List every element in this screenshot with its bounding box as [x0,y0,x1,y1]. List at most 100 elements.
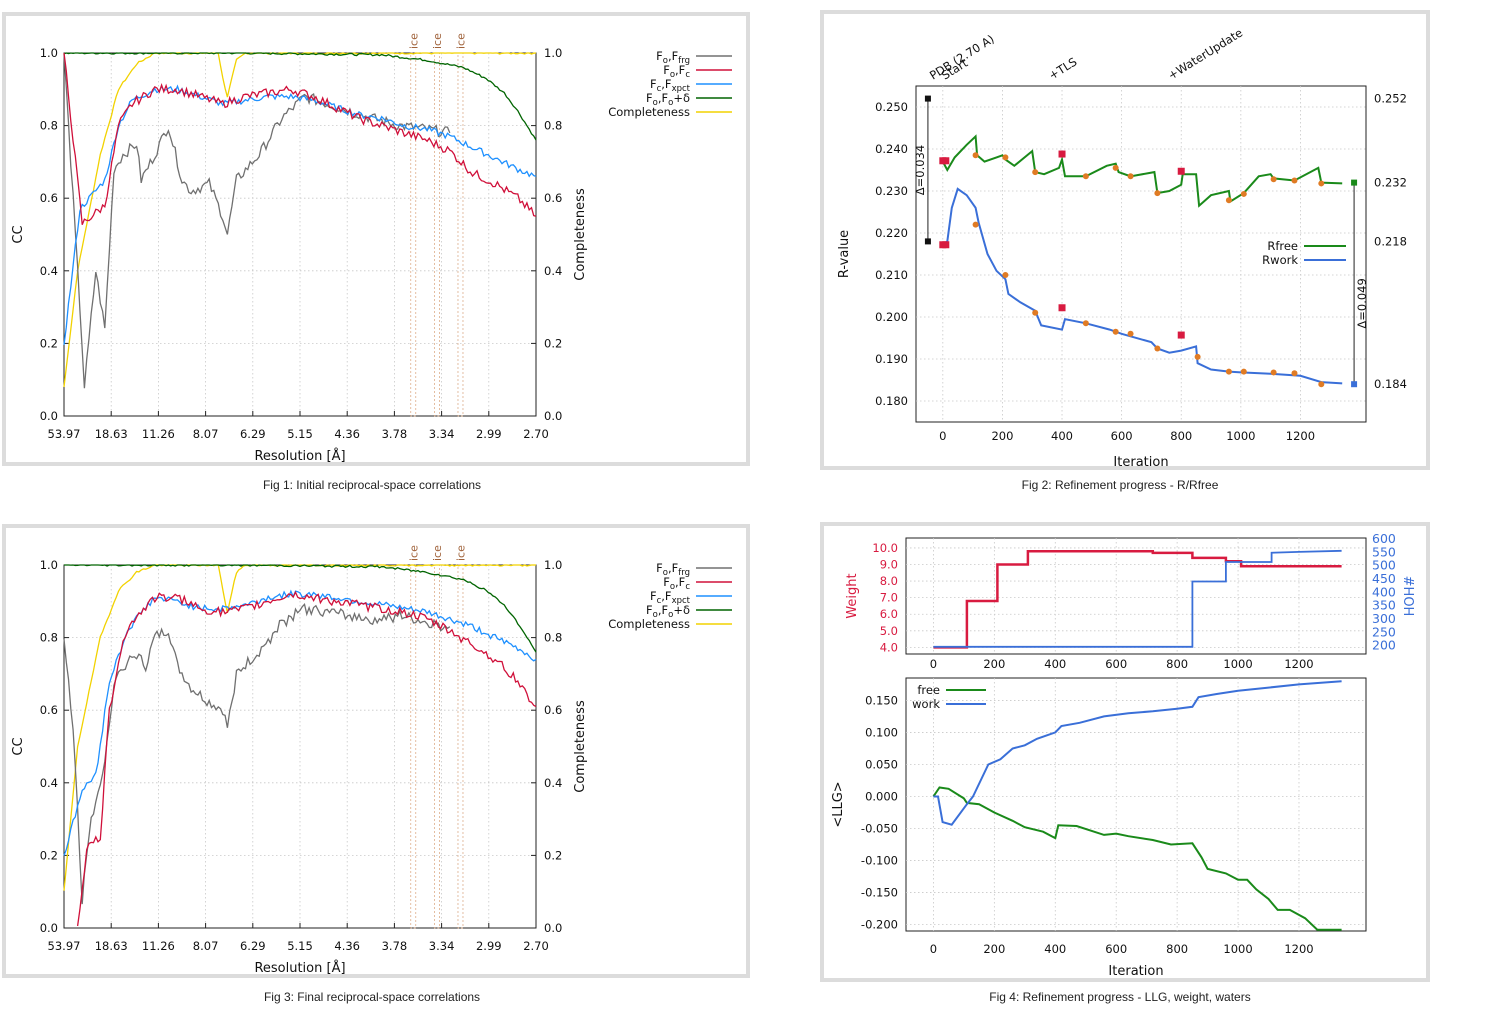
y2-tick-label: 0.6 [544,191,562,205]
legend-label-fofc: Fo,Fc [663,63,690,80]
x-tick-label: 3.34 [429,427,455,441]
x-axis-label: Resolution [Å] [254,448,345,462]
x-tick-label: 53.97 [48,427,81,441]
series-llg-free [932,786,1342,931]
delta-left-label: Δ=0.034 [913,145,927,195]
x-tick-label-top: 1200 [1284,657,1313,671]
ice-label: ice [431,545,444,561]
y-tick-label: 0.2 [40,848,58,862]
x-tick-label: 3.34 [429,939,455,953]
y-tick-label: 0.0 [40,921,58,935]
right-value-label: 0.218 [1374,234,1407,248]
llg-tick-label: 0.050 [865,757,898,771]
y2-tick-label: 1.0 [544,558,562,572]
y-tick-label: 1.0 [40,46,58,60]
y-tick-label: 0.230 [875,184,908,198]
red-square-marker [942,241,950,249]
ice-band [457,564,464,929]
x-tick-label: 5.15 [287,939,313,953]
x-axis-label: Iteration [1108,964,1163,978]
data-point [1225,197,1232,204]
data-point [1318,180,1325,187]
fig1-panel: 0.0 0.0 0.2 0.2 0.4 0.4 0.6 0.6 0.8 0.8 1.0 1.0 53.9… [2,12,750,466]
legend-label-fofrg: Fo,Ffrg [656,561,690,578]
series-fcxpct [63,84,537,345]
x-tick-label: 1000 [1226,429,1255,443]
x-tick-label: 800 [1170,429,1192,443]
x-tick-label: 2.70 [523,427,549,441]
x-tick-label: 0 [939,429,946,443]
fig1-chart: 0.0 0.0 0.2 0.2 0.4 0.4 0.6 0.6 0.8 0.8 1.0 1.0 53.9… [11,33,732,464]
red-square-marker [1177,167,1185,175]
y2-tick-label: 1.0 [544,46,562,60]
x-tick-label: 4.36 [334,939,360,953]
hoh-tick-label: 200 [1372,638,1396,653]
series-llg-work [933,680,1342,826]
delta-right-label: Δ=0.049 [1355,278,1369,328]
hoh-tick-label: 400 [1372,584,1396,599]
fig3-chart: 0.0 0.0 0.2 0.2 0.4 0.4 0.6 0.6 0.8 0.8 1.0 1.0 53.9… [11,545,732,976]
data-point [1082,173,1089,180]
series-fofrg [63,53,451,389]
legend-label-fofc: Fo,Fc [663,575,690,592]
llg-tick-label: -0.200 [861,918,898,932]
series-fofc [63,52,537,225]
fig2-panel: 0.250 0.240 0.230 0.220 0.210 0.200 0.190 0.180… [820,10,1430,470]
data-point [1291,370,1298,377]
x-tick-label: 400 [1051,429,1073,443]
fig3-panel: 0.0 0.0 0.2 0.2 0.4 0.4 0.6 0.6 0.8 0.8 1.0 1.0 53.9… [2,524,750,978]
y2-tick-label: 0.0 [544,409,562,423]
y-axis-label: R-value [837,230,852,278]
series-fofc [76,590,537,927]
llg-tick-label: -0.050 [861,822,898,836]
hoh-tick-label: 500 [1372,558,1396,573]
series-fofod [63,52,537,141]
data-point [1194,353,1201,360]
y-tick-label: 0.190 [875,352,908,366]
hoh-tick-label: 600 [1372,531,1396,546]
y-tick-label: 0.200 [875,310,908,324]
ice-band [434,564,440,929]
legend-label-free: free [917,683,940,697]
y2-tick-label: 0.6 [544,703,562,717]
x-tick-label: 6.29 [240,427,266,441]
data-point [1225,368,1232,375]
fig2-caption: Fig 2: Refinement progress - R/Rfree [1021,478,1219,492]
hoh-tick-label: 450 [1372,571,1396,586]
x-tick-label: 18.63 [95,427,128,441]
data-point [972,221,979,228]
legend-label-fofod: Fo,Fo+δ [646,91,690,108]
y-tick-label: 0.4 [40,776,58,790]
series-fofrg [63,602,451,905]
hoh-tick-label: 250 [1372,624,1396,639]
x-tick-label-top: 600 [1105,657,1127,671]
y-tick-label: 0.0 [40,409,58,423]
y-tick-label: 0.8 [40,119,58,133]
weight-tick-label: 10.0 [872,541,898,555]
series-hoh [933,549,1342,648]
y-tick-label: 0.4 [40,264,58,278]
x-tick-label: 11.26 [142,939,175,953]
x-tick-label: 600 [1105,942,1127,956]
x-tick-label-top: 200 [983,657,1005,671]
hoh-axis-label: #HOH [1400,576,1415,617]
y-tick-label: 0.250 [875,100,908,114]
data-point [1318,381,1325,388]
x-tick-label: 1200 [1284,942,1313,956]
x-tick-label-top: 800 [1166,657,1188,671]
ice-band [457,52,464,417]
ice-label: ice [454,545,467,561]
y-tick-label: 0.6 [40,703,58,717]
right-value-label: 0.232 [1374,176,1407,190]
y-tick-label: 0.8 [40,631,58,645]
fig3-caption: Fig 3: Final reciprocal-space correlatio… [263,990,481,1004]
x-tick-label: 5.15 [287,427,313,441]
x-tick-label: 53.97 [48,939,81,953]
stage-label: +TLS [1046,55,1079,83]
llg-tick-label: -0.100 [861,854,898,868]
x-tick-label: 200 [991,429,1013,443]
fig2-chart: 0.250 0.240 0.230 0.220 0.210 0.200 0.190 0.180… [837,25,1407,470]
data-point [1154,190,1161,197]
llg-axis-label: <LLG> [831,781,846,827]
x-tick-label-top: 1000 [1223,657,1252,671]
